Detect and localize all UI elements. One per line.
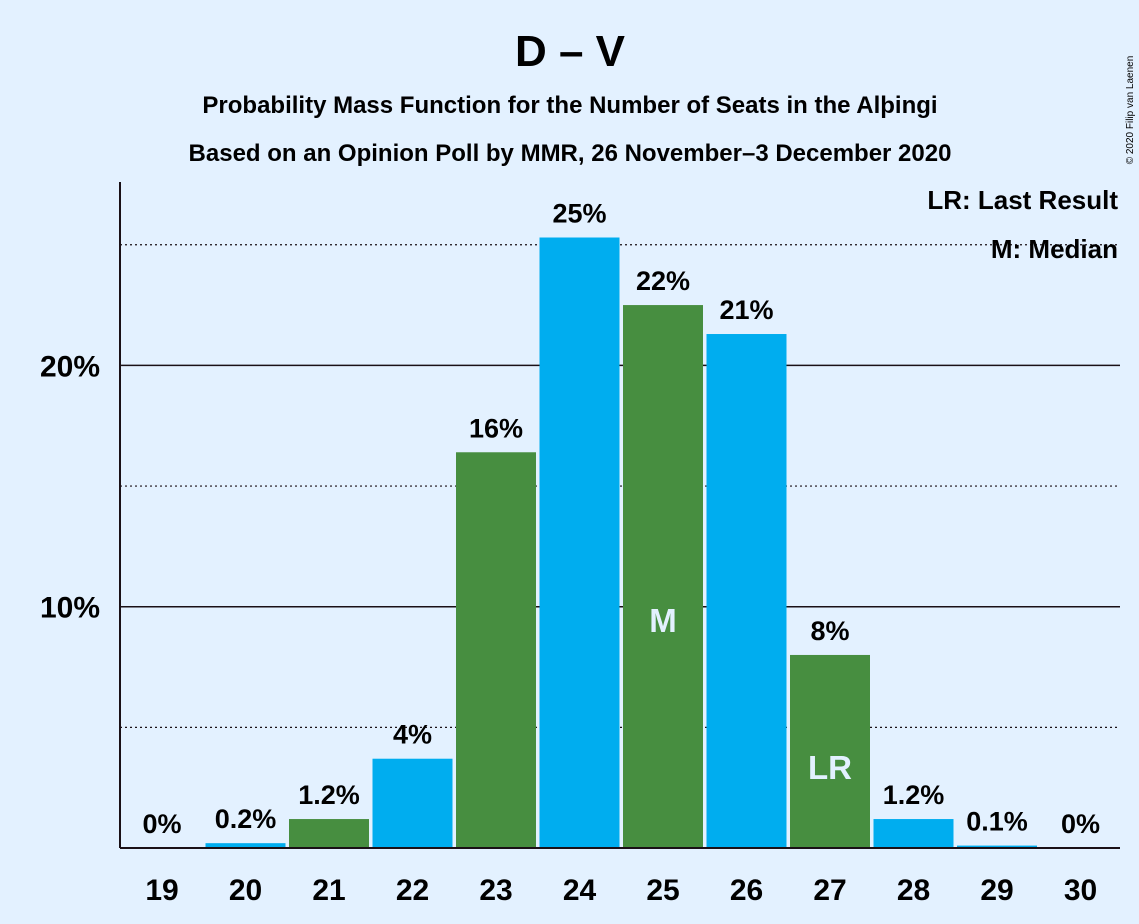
labels: 0% 19 0.2% 20 1.2% 21 4% 22 16% 23 25% 24 22% 25 M 21% 2… xyxy=(142,199,1100,908)
x-tick-label: 20 xyxy=(229,874,262,907)
median-marker: M xyxy=(649,602,677,639)
x-tick-label: 25 xyxy=(646,874,679,907)
bar xyxy=(873,819,954,848)
x-tick-label: 29 xyxy=(980,874,1013,907)
bars xyxy=(205,237,1037,849)
bar xyxy=(205,843,286,848)
x-tick-label: 22 xyxy=(396,874,429,907)
bar-value-label: 8% xyxy=(810,616,849,646)
bar xyxy=(539,237,620,848)
last-result-marker: LR xyxy=(808,749,852,786)
bar xyxy=(706,334,787,848)
axes: 10% 20% xyxy=(40,182,1120,849)
x-tick-label: 27 xyxy=(813,874,846,907)
bar xyxy=(372,758,453,848)
bar-value-label: 21% xyxy=(719,295,773,325)
y-tick-label: 10% xyxy=(40,592,100,625)
bar xyxy=(289,819,369,848)
x-tick-label: 23 xyxy=(479,874,512,907)
x-tick-label: 19 xyxy=(145,874,178,907)
chart-subtitle-line-2: Based on an Opinion Poll by MMR, 26 Nove… xyxy=(189,140,952,167)
bar xyxy=(957,845,1037,848)
gridlines xyxy=(120,244,1120,728)
bar-value-label: 25% xyxy=(552,199,606,229)
x-tick-label: 28 xyxy=(897,874,930,907)
copyright-note: © 2020 Filip van Laenen xyxy=(1125,56,1136,165)
x-tick-label: 24 xyxy=(563,874,597,907)
bar-value-label: 0.1% xyxy=(966,807,1028,837)
legend-last-result: LR: Last Result xyxy=(927,185,1118,215)
bar-value-label: 0% xyxy=(1061,809,1100,839)
bar xyxy=(623,305,703,849)
chart-subtitle-line-1: Probability Mass Function for the Number… xyxy=(202,92,937,119)
bar-value-label: 22% xyxy=(636,266,690,296)
bar-value-label: 1.2% xyxy=(883,780,945,810)
x-tick-label: 21 xyxy=(312,874,345,907)
bar xyxy=(790,654,870,848)
bar-value-label: 16% xyxy=(469,413,523,443)
bar-value-label: 4% xyxy=(393,720,432,750)
y-tick-label: 20% xyxy=(40,350,100,383)
bar-value-label: 0.2% xyxy=(215,804,277,834)
bar-value-label: 1.2% xyxy=(298,780,360,810)
bar-value-label: 0% xyxy=(142,809,181,839)
legend-median: M: Median xyxy=(991,234,1118,264)
bar xyxy=(456,452,536,848)
x-tick-label: 26 xyxy=(730,874,763,907)
x-tick-label: 30 xyxy=(1064,874,1097,907)
chart-title: D – V xyxy=(515,27,626,76)
